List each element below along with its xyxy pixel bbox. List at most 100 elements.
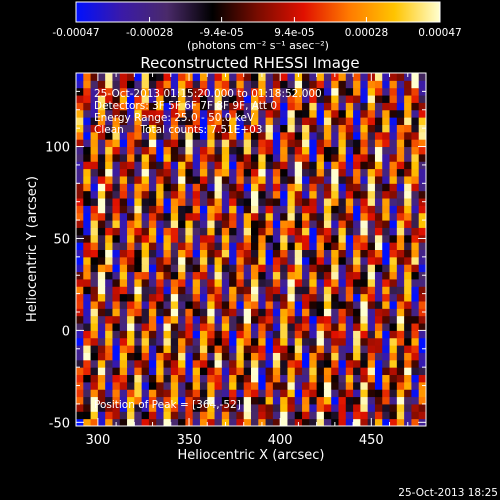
heatmap-cell <box>185 153 194 162</box>
heatmap-cell <box>309 139 318 148</box>
heatmap-cell <box>251 418 259 427</box>
heatmap-cell <box>404 242 412 250</box>
heatmap-cell <box>353 227 361 236</box>
heatmap-cell <box>316 389 325 398</box>
heatmap-cell <box>265 367 274 376</box>
heatmap-cell <box>134 139 143 148</box>
heatmap-cell <box>272 87 281 96</box>
heatmap-cell <box>141 418 150 427</box>
heatmap-cell <box>353 264 361 273</box>
heatmap-cell <box>221 264 230 273</box>
heatmap-cell <box>97 278 106 287</box>
heatmap-cell <box>280 212 288 221</box>
heatmap-cell <box>229 411 237 420</box>
heatmap-cell <box>404 271 412 280</box>
heatmap-cell <box>382 323 391 331</box>
heatmap-cell <box>221 95 230 103</box>
heatmap-cell <box>309 359 318 368</box>
heatmap-cell <box>367 359 376 368</box>
heatmap-cell <box>127 403 135 412</box>
heatmap-cell <box>112 345 121 353</box>
heatmap-cell <box>345 87 354 96</box>
heatmap-cell <box>404 175 412 184</box>
heatmap-cell <box>374 73 383 81</box>
heatmap-cell <box>294 278 303 287</box>
heatmap-cell <box>90 220 99 228</box>
heatmap-cell <box>294 190 303 199</box>
heatmap-cell <box>199 190 208 199</box>
heatmap-cell <box>367 124 376 133</box>
heatmap-cell <box>83 271 92 280</box>
heatmap-cell <box>287 315 296 324</box>
heatmap-cell <box>229 249 237 258</box>
heatmap-cell <box>404 278 412 287</box>
heatmap-cell <box>141 73 150 81</box>
heatmap-cell <box>163 109 172 118</box>
heatmap-cell <box>302 330 310 339</box>
heatmap-cell <box>156 264 164 273</box>
heatmap-cell <box>382 205 391 214</box>
heatmap-cell <box>97 323 106 331</box>
heatmap-cell <box>90 190 99 199</box>
heatmap-cell <box>170 220 179 228</box>
heatmap-cell <box>404 168 412 177</box>
heatmap-cell <box>411 293 420 302</box>
heatmap-cell <box>396 168 405 177</box>
heatmap-cell <box>134 212 143 221</box>
heatmap-cell <box>112 374 121 383</box>
heatmap-cell <box>214 271 223 280</box>
heatmap-cell <box>119 109 128 118</box>
heatmap-cell <box>112 256 121 265</box>
heatmap-cell <box>97 131 106 140</box>
heatmap-cell <box>251 323 259 331</box>
heatmap-cell <box>396 227 405 236</box>
heatmap-cell <box>170 175 179 184</box>
heatmap-cell <box>76 389 84 398</box>
heatmap-cell <box>105 411 113 420</box>
heatmap-cell <box>309 205 318 214</box>
heatmap-cell <box>90 234 99 243</box>
heatmap-cell <box>112 102 121 111</box>
heatmap-cell <box>331 175 339 184</box>
heatmap-cell <box>199 80 208 89</box>
heatmap-cell <box>294 87 303 96</box>
heatmap-cell <box>367 264 376 273</box>
heatmap-cell <box>294 293 303 302</box>
heatmap-cell <box>360 300 369 309</box>
heatmap-cell <box>163 300 172 309</box>
heatmap-cell <box>331 168 339 177</box>
heatmap-cell <box>367 227 376 236</box>
heatmap-cell <box>221 381 230 390</box>
heatmap-cell <box>280 389 288 398</box>
heatmap-cell <box>287 109 296 118</box>
heatmap-cell <box>83 256 92 265</box>
heatmap-cell <box>389 278 398 287</box>
heatmap-cell <box>389 249 398 258</box>
heatmap-cell <box>163 87 172 96</box>
heatmap-cell <box>345 124 354 133</box>
heatmap-cell <box>185 352 194 361</box>
heatmap-cell <box>323 308 332 317</box>
heatmap-cell <box>374 87 383 96</box>
heatmap-cell <box>134 389 143 398</box>
heatmap-cell <box>76 352 84 361</box>
heatmap-cell <box>156 323 164 331</box>
heatmap-cell <box>316 256 325 265</box>
heatmap-cell <box>236 242 245 250</box>
heatmap-cell <box>418 286 427 295</box>
heatmap-cell <box>148 359 157 368</box>
heatmap-cell <box>382 131 391 140</box>
heatmap-cell <box>185 109 194 118</box>
heatmap-cell <box>156 117 164 125</box>
heatmap-cell <box>353 396 361 405</box>
heatmap-cell <box>374 411 383 420</box>
heatmap-cell <box>353 315 361 324</box>
heatmap-cell <box>156 403 164 412</box>
heatmap-cell <box>382 337 391 346</box>
heatmap-cell <box>389 271 398 280</box>
heatmap-cell <box>156 278 164 287</box>
heatmap-cell <box>258 131 267 140</box>
heatmap-cell <box>236 102 245 111</box>
heatmap-cell <box>170 161 179 170</box>
heatmap-cell <box>178 175 186 184</box>
